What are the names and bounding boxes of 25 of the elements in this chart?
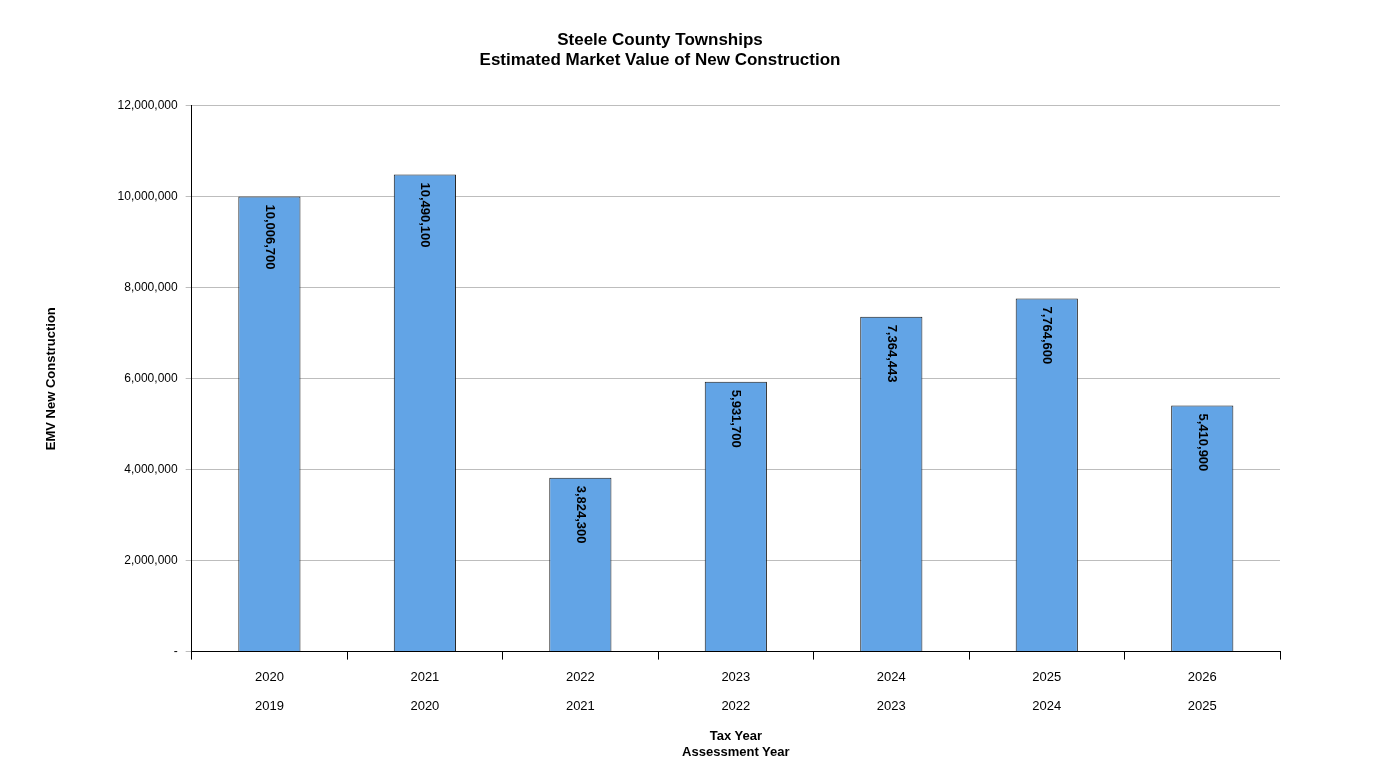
y-tick-label: - <box>173 643 178 658</box>
y-tick-label: 6,000,000 <box>124 371 178 386</box>
y-tick-label: 8,000,000 <box>124 280 178 295</box>
chart-title: Steele County Townships <box>557 29 763 49</box>
data-label: 7,764,600 <box>1040 306 1056 365</box>
x-tick-label: 2021 2020 <box>410 669 440 714</box>
x-tick-label: 2025 2024 <box>1032 669 1062 714</box>
data-label: 10,006,700 <box>262 204 278 270</box>
x-tick-label: 2020 2019 <box>254 669 284 714</box>
x-tick-label: 2024 2023 <box>876 669 906 714</box>
y-tick-label: 2,000,000 <box>124 552 178 567</box>
x-tick-label: 2026 2025 <box>1187 669 1217 714</box>
data-label: 5,931,700 <box>729 389 745 448</box>
x-axis-title: Tax Year Assessment Year <box>682 728 790 759</box>
chart-subtitle: Estimated Market Value of New Construction <box>479 50 841 70</box>
y-axis-title: EMV New Construction <box>43 307 59 451</box>
data-label: 3,824,300 <box>573 485 589 544</box>
y-tick-label: 4,000,000 <box>124 461 178 476</box>
y-tick-label: 12,000,000 <box>117 98 178 113</box>
x-tick-label: 2022 2021 <box>565 669 595 714</box>
data-label: 5,410,900 <box>1195 413 1211 472</box>
data-label: 10,490,100 <box>418 182 434 248</box>
data-label: 7,364,443 <box>884 324 900 383</box>
y-tick-label: 10,000,000 <box>117 189 178 204</box>
x-tick-label: 2023 2022 <box>721 669 751 714</box>
